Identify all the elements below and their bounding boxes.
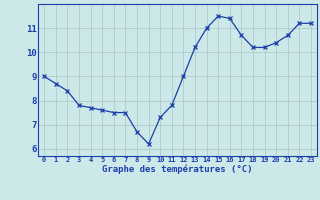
X-axis label: Graphe des températures (°C): Graphe des températures (°C) (102, 165, 253, 174)
